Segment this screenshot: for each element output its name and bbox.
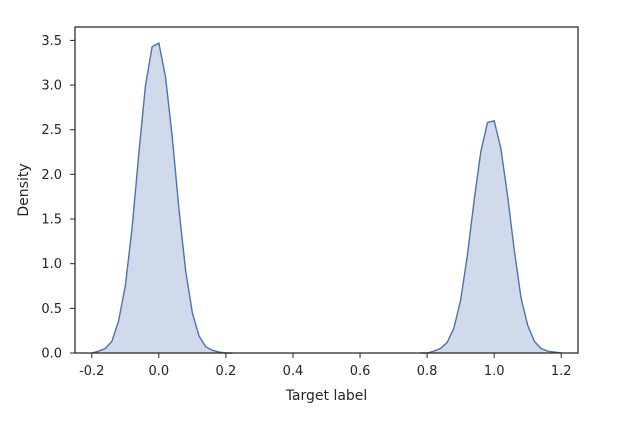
y-tick-label: 3.0 <box>41 79 62 94</box>
plot-frame <box>74 26 579 354</box>
density-area-1 <box>91 43 233 353</box>
x-tick-label: 1.2 <box>551 364 572 379</box>
y-axis-label: Density <box>16 163 32 216</box>
x-tick-label: 0.8 <box>417 364 438 379</box>
x-axis-ticks: -0.2 0.0 0.2 0.4 0.6 0.8 1.0 1.2 <box>79 353 572 379</box>
y-tick-label: 1.0 <box>41 257 62 272</box>
density-line-2 <box>420 119 562 354</box>
x-axis-label: Target label <box>285 388 368 404</box>
y-tick-label: 2.5 <box>41 123 62 138</box>
x-tick-label: 0.0 <box>148 364 169 379</box>
y-axis-ticks: 0.0 0.5 1.0 1.5 2.0 2.5 3.0 3.5 <box>41 34 75 362</box>
density-lines <box>91 42 562 354</box>
y-tick-label: 0.5 <box>41 302 62 317</box>
y-tick-label: 0.0 <box>41 347 62 362</box>
density-fills <box>91 43 562 353</box>
x-tick-label: 0.2 <box>216 364 237 379</box>
density-area-2 <box>420 120 562 353</box>
x-tick-label: 0.4 <box>283 364 304 379</box>
x-tick-label: -0.2 <box>79 364 104 379</box>
y-tick-label: 2.0 <box>41 168 62 183</box>
density-line-1 <box>91 42 233 354</box>
y-tick-label: 1.5 <box>41 213 62 228</box>
x-tick-label: 0.6 <box>350 364 371 379</box>
x-tick-label: 1.0 <box>484 364 505 379</box>
y-tick-label: 3.5 <box>41 34 62 49</box>
